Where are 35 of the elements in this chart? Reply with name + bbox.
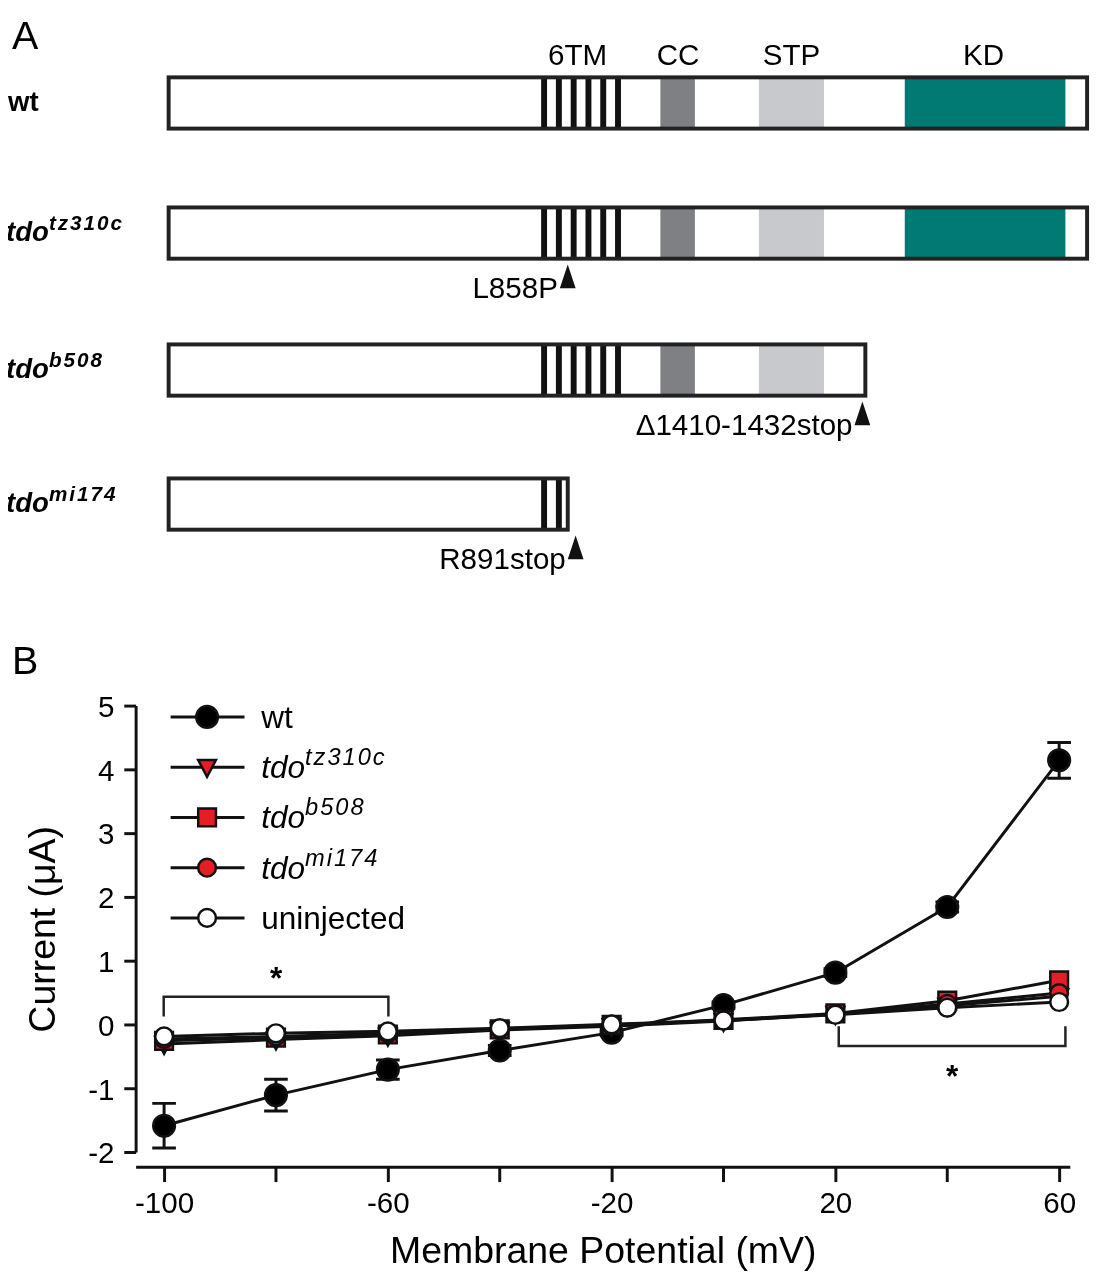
category-label: tdo$^{mi174}$ [6, 481, 118, 518]
x-tick-label: 20 [819, 1185, 853, 1219]
x-tick-label: -20 [590, 1185, 634, 1219]
annotation: * [269, 959, 283, 996]
annotation: * [945, 1058, 959, 1095]
legend-label: uninjected [261, 899, 405, 936]
text: STP [762, 37, 821, 71]
y-tick-label: 1 [97, 945, 115, 979]
x-axis-title: Membrane Potential (mV) [389, 1228, 817, 1271]
chart-title: B [11, 637, 39, 682]
y-tick-label: 5 [97, 689, 115, 723]
x-tick-label: 60 [1043, 1185, 1077, 1219]
text: L858P [472, 271, 558, 305]
text: A [11, 12, 39, 57]
text: KD [963, 37, 1005, 71]
text: Δ1410-1432stop [635, 408, 853, 442]
text: 6TM [548, 37, 608, 71]
legend-label: tdo$^{tz310c}$ [261, 744, 387, 786]
y-tick-label: 0 [97, 1008, 115, 1042]
y-tick-label: 3 [97, 817, 115, 851]
legend-label: tdo$^{b508}$ [261, 794, 366, 836]
y-tick-label: 4 [97, 753, 115, 787]
category-label: tdo$^{b508}$ [6, 347, 104, 384]
x-tick-label: -60 [366, 1185, 410, 1219]
y-tick-label: -1 [88, 1072, 115, 1106]
legend-label: tdo$^{mi174}$ [261, 844, 380, 886]
text: R891stop [439, 542, 566, 576]
y-tick-label: -2 [88, 1136, 115, 1170]
category-label: wt [7, 85, 39, 117]
y-tick-label: 2 [97, 881, 115, 915]
legend-label: wt [260, 698, 294, 735]
text: CC [656, 37, 700, 71]
y-axis-title: Current (μA) [21, 825, 64, 1033]
x-tick-label: -100 [135, 1185, 195, 1219]
category-label: tdo$^{tz310c}$ [6, 210, 125, 247]
